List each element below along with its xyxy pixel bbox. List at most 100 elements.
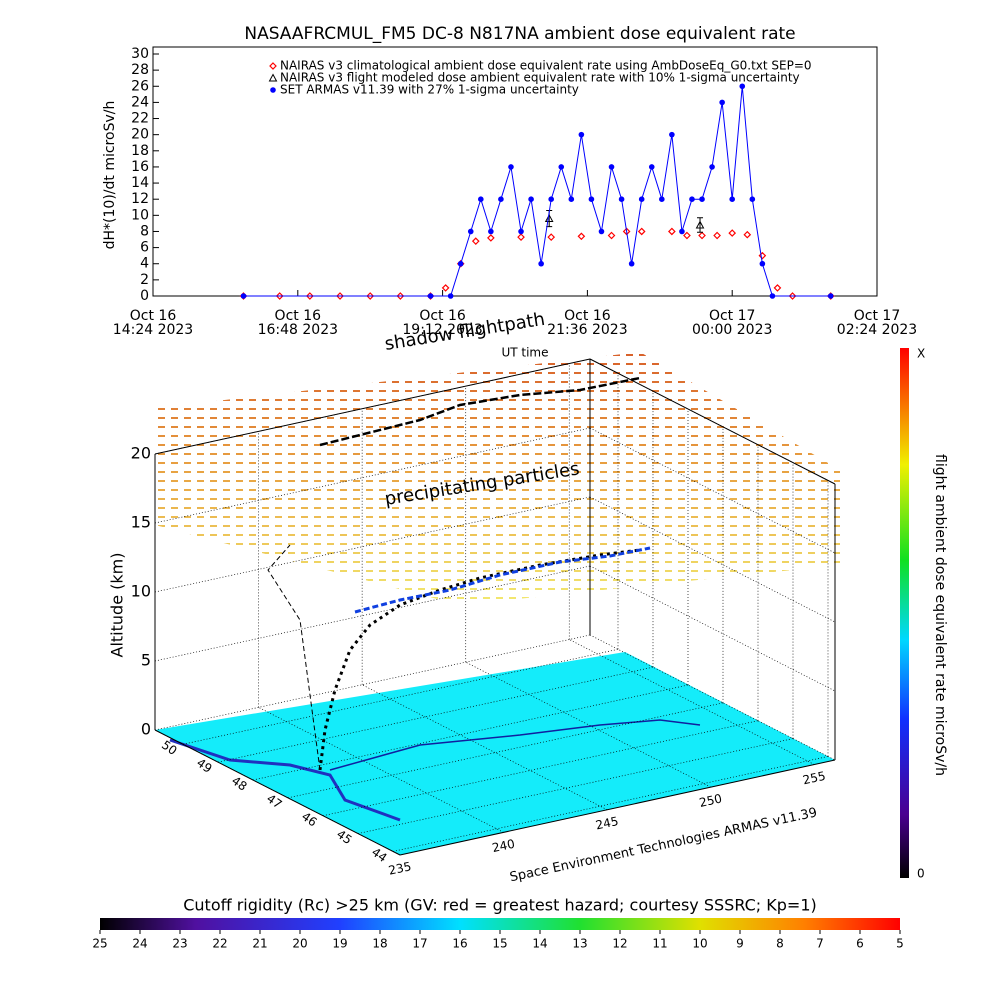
data-point bbox=[679, 228, 685, 235]
y-tick-label: 2 bbox=[140, 272, 149, 288]
x-tick-label: Oct 16 bbox=[275, 308, 322, 324]
data-point bbox=[396, 292, 405, 300]
data-point bbox=[769, 293, 776, 299]
data-point bbox=[618, 196, 625, 202]
grid-line bbox=[569, 639, 815, 765]
colorbar-title: Cutoff rigidity (Rc) >25 km (GV: red = g… bbox=[183, 896, 817, 915]
x-tick-label: 250 bbox=[698, 791, 723, 809]
y-tick-label: 12 bbox=[131, 191, 149, 207]
grid-line bbox=[154, 358, 591, 455]
x-axis-label: UT time bbox=[501, 346, 548, 360]
colorbar-tick-label: 16 bbox=[452, 937, 467, 951]
data-point bbox=[471, 237, 480, 245]
x-tick-label: 21:36 2023 bbox=[547, 322, 627, 338]
y-tick-label: 30 bbox=[131, 46, 149, 62]
data-point bbox=[743, 230, 752, 239]
y-tick-label: 8 bbox=[140, 223, 149, 239]
colorbar-label: flight ambient dose equivalent rate micr… bbox=[932, 454, 948, 776]
colorbar-tick-label: 11 bbox=[652, 937, 667, 951]
data-point bbox=[578, 131, 585, 138]
data-point bbox=[739, 83, 746, 90]
colorbar-tick-label: 17 bbox=[412, 937, 427, 951]
legend-marker bbox=[269, 62, 277, 70]
data-point bbox=[689, 196, 695, 202]
data-point bbox=[659, 196, 665, 202]
data-point bbox=[478, 196, 484, 202]
z-tick-label: 10 bbox=[131, 582, 151, 601]
grid-line bbox=[361, 684, 608, 811]
x-tick-label: 14:24 2023 bbox=[113, 322, 193, 338]
dose-colorbar bbox=[900, 348, 909, 878]
colorbar-tick-label: 23 bbox=[172, 937, 187, 951]
x-tick-label: Oct 16 bbox=[419, 308, 466, 324]
data-point bbox=[728, 229, 737, 237]
data-point bbox=[669, 131, 675, 138]
grid-line bbox=[357, 738, 794, 834]
grid-line bbox=[154, 729, 401, 856]
chart-title: NASAAFRCMUL_FM5 DC-8 N817NA ambient dose… bbox=[244, 24, 795, 44]
colorbar-tick-label: 18 bbox=[372, 937, 387, 951]
x-tick-label: 00:00 2023 bbox=[692, 322, 772, 338]
colorbar-tick-label: 13 bbox=[572, 937, 587, 951]
data-point bbox=[275, 292, 284, 300]
data-point bbox=[240, 293, 247, 299]
y-tick-label: 10 bbox=[131, 207, 149, 223]
data-point bbox=[699, 196, 705, 202]
data-point bbox=[598, 228, 605, 235]
data-point bbox=[758, 251, 767, 260]
z-tick-label: 20 bbox=[131, 444, 151, 463]
y-tick-label: 0 bbox=[140, 288, 149, 304]
colorbar-tick-label: 9 bbox=[736, 937, 744, 951]
data-point bbox=[306, 292, 314, 300]
particle-field bbox=[155, 352, 840, 605]
z-tick-label: 0 bbox=[141, 720, 151, 739]
y-tick-label: 22 bbox=[131, 111, 149, 127]
grid-line bbox=[589, 634, 836, 761]
colorbar-min: 0 bbox=[917, 867, 925, 881]
data-point bbox=[719, 99, 725, 106]
colorbar-tick-label: 10 bbox=[692, 937, 707, 951]
grid-line bbox=[322, 720, 759, 817]
legend-entry: NAIRAS v3 climatological ambient dose eq… bbox=[280, 59, 812, 73]
x-tick-label: 255 bbox=[802, 769, 827, 787]
data-point bbox=[488, 228, 494, 235]
data-point bbox=[608, 164, 615, 170]
data-point bbox=[568, 196, 575, 202]
legend-entry: NAIRAS v3 flight modeled dose ambient eq… bbox=[280, 71, 800, 85]
data-point bbox=[547, 233, 556, 241]
colorbar-tick-label: 20 bbox=[292, 937, 307, 951]
grid-line bbox=[252, 684, 689, 781]
data-point bbox=[467, 228, 474, 235]
x-tick-label: 245 bbox=[594, 814, 619, 832]
error-bar bbox=[697, 217, 704, 233]
data-point bbox=[577, 232, 586, 241]
x-tick-label: 235 bbox=[387, 859, 412, 877]
y-tick-label: 24 bbox=[131, 94, 149, 110]
data-point bbox=[558, 164, 565, 170]
y-tick-label: 6 bbox=[140, 240, 149, 256]
z-tick-label: 5 bbox=[141, 651, 151, 670]
data-point bbox=[588, 196, 595, 202]
data-point bbox=[759, 260, 766, 267]
colorbar-tick-label: 22 bbox=[212, 937, 227, 951]
dose-track bbox=[354, 546, 651, 614]
grid-line bbox=[154, 565, 591, 662]
data-point bbox=[827, 293, 834, 299]
data-point bbox=[441, 284, 450, 292]
grid-line bbox=[589, 358, 836, 485]
y-tick-label: 20 bbox=[131, 127, 149, 143]
colorbar-tick-label: 19 bbox=[332, 937, 347, 951]
data-point bbox=[729, 196, 735, 202]
ground-track bbox=[329, 719, 701, 771]
legend-marker bbox=[268, 73, 278, 82]
grid-line bbox=[589, 565, 836, 692]
x-tick-label: Oct 17 bbox=[854, 308, 900, 324]
grid-line bbox=[589, 496, 836, 623]
data-point bbox=[713, 231, 721, 240]
plot-frame bbox=[152, 46, 878, 297]
data-point bbox=[447, 293, 454, 299]
colorbar-tick-label: 12 bbox=[612, 937, 627, 951]
data-point bbox=[366, 292, 375, 300]
x-tick-label: 16:48 2023 bbox=[258, 322, 338, 338]
legend-marker bbox=[270, 87, 276, 93]
